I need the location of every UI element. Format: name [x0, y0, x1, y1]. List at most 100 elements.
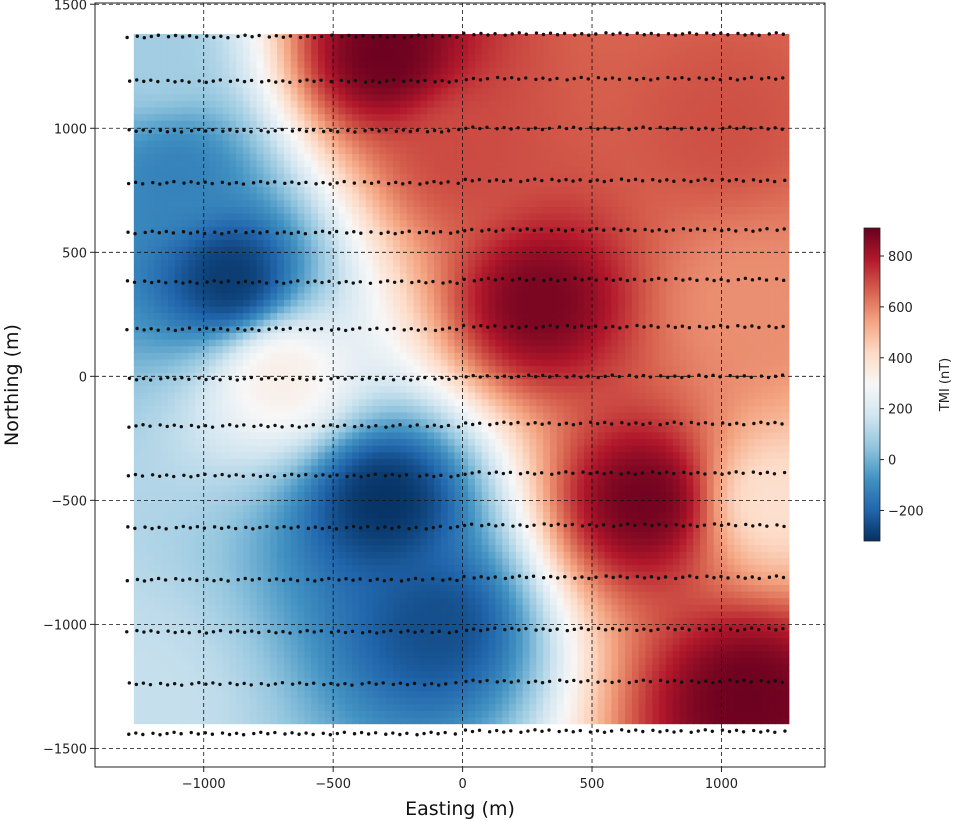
heatmap-cell — [590, 491, 599, 499]
heatmap-cell — [290, 571, 299, 579]
heatmap-cell — [611, 411, 619, 420]
heatmap-cell — [434, 425, 442, 433]
heatmap-cell — [242, 484, 251, 493]
heatmap-cell — [618, 644, 626, 652]
heatmap-cell — [461, 518, 469, 526]
heatmap-cell — [263, 697, 271, 705]
heatmap-cell — [358, 431, 367, 440]
heatmap-cell — [434, 630, 442, 638]
heatmap-cell — [420, 411, 428, 420]
heatmap-cell — [727, 484, 735, 493]
heatmap-cell — [181, 398, 190, 406]
heatmap-cell — [447, 484, 456, 493]
heatmap-cell — [502, 584, 510, 592]
heatmap-cell — [215, 590, 224, 599]
heatmap-cell — [720, 703, 728, 711]
heatmap-cell — [208, 484, 217, 493]
heatmap-cell — [693, 504, 701, 513]
heatmap-cell — [263, 683, 271, 692]
heatmap-cell — [283, 491, 292, 499]
heatmap-cell — [720, 411, 728, 420]
heatmap-cell — [133, 445, 142, 453]
heatmap-cell — [277, 531, 285, 539]
heatmap-cell — [741, 637, 749, 645]
heatmap-cell — [488, 531, 497, 539]
heatmap-cell — [304, 445, 312, 453]
heatmap-cell — [249, 617, 258, 625]
heatmap-cell — [270, 398, 278, 406]
heatmap-cell — [311, 478, 319, 486]
heatmap-cell — [720, 604, 728, 612]
heatmap-cell — [775, 551, 783, 559]
heatmap-cell — [297, 577, 305, 585]
heatmap-cell — [256, 491, 265, 499]
heatmap-cell — [625, 564, 633, 572]
heatmap-cell — [174, 697, 183, 705]
heatmap-cell — [625, 524, 633, 532]
heatmap-cell — [515, 657, 524, 665]
heatmap-cell — [638, 518, 647, 526]
heatmap-cell — [577, 431, 585, 440]
heatmap-cell — [754, 524, 763, 532]
heatmap-cell — [331, 577, 340, 585]
heatmap-cell — [167, 531, 176, 539]
heatmap-cell — [379, 445, 387, 453]
heatmap-cell — [645, 464, 653, 473]
heatmap-cell — [741, 464, 749, 473]
heatmap-cell — [577, 531, 585, 539]
heatmap-cell — [638, 544, 647, 552]
heatmap-cell — [747, 418, 756, 426]
heatmap-cell — [495, 610, 503, 619]
heatmap-cell — [741, 398, 749, 406]
heatmap-cell — [174, 471, 183, 479]
heatmap-cell — [604, 524, 612, 532]
heatmap-cell — [761, 683, 769, 692]
heatmap-cell — [263, 677, 271, 685]
heatmap-cell — [775, 577, 783, 585]
heatmap-cell — [147, 610, 155, 619]
heatmap-cell — [297, 464, 305, 473]
heatmap-cell — [618, 604, 626, 612]
heatmap-cell — [522, 484, 531, 493]
heatmap-cell — [413, 471, 421, 479]
heatmap-cell — [277, 491, 285, 499]
heatmap-cell — [577, 697, 585, 705]
heatmap-cell — [563, 610, 572, 619]
heatmap-cell — [672, 677, 681, 685]
heatmap-cell — [672, 650, 681, 658]
heatmap-cell — [713, 683, 722, 692]
heatmap-cell — [454, 670, 462, 678]
heatmap-cell — [761, 584, 769, 592]
heatmap-cell — [761, 597, 769, 605]
heatmap-cell — [393, 551, 401, 559]
heatmap-cell — [781, 670, 790, 678]
heatmap-cell — [338, 425, 346, 433]
heatmap-cell — [529, 418, 537, 426]
heatmap-cell — [611, 577, 619, 585]
heatmap-cell — [645, 484, 653, 493]
heatmap-cell — [195, 478, 203, 486]
heatmap-cell — [386, 451, 394, 459]
heatmap-cell — [488, 484, 497, 493]
heatmap-cell — [556, 697, 565, 705]
heatmap-cell — [529, 385, 537, 393]
heatmap-cell — [454, 524, 462, 532]
heatmap-cell — [133, 498, 142, 506]
heatmap-cell — [140, 418, 149, 426]
heatmap-cell — [161, 504, 169, 513]
heatmap-cell — [549, 392, 558, 400]
heatmap-cell — [652, 716, 660, 725]
heatmap-cell — [781, 418, 790, 426]
heatmap-cell — [604, 498, 612, 506]
heatmap-cell — [631, 644, 640, 652]
heatmap-cell — [604, 405, 612, 413]
heatmap-cell — [195, 551, 203, 559]
heatmap-cell — [693, 551, 701, 559]
heatmap-cell — [775, 531, 783, 539]
heatmap-cell — [181, 498, 190, 506]
heatmap-cell — [761, 464, 769, 473]
heatmap-cell — [549, 498, 558, 506]
heatmap-cell — [399, 392, 408, 400]
heatmap-cell — [461, 557, 469, 566]
heatmap-cell — [754, 630, 763, 638]
